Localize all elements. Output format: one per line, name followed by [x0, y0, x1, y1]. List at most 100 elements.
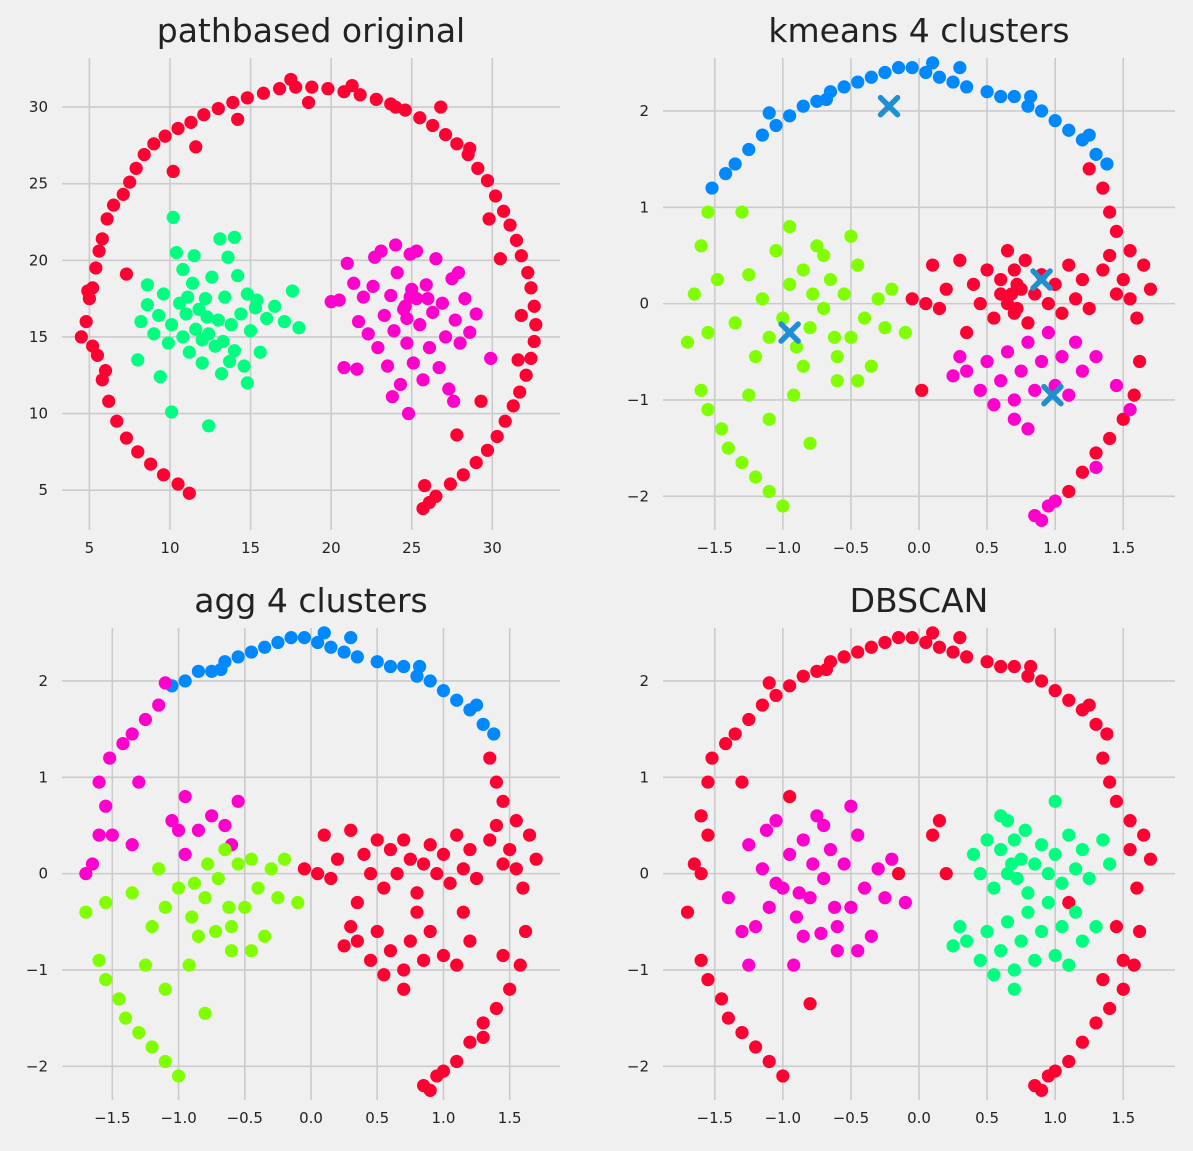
data-point	[898, 325, 912, 340]
data-point	[814, 926, 828, 940]
data-point	[1130, 881, 1144, 895]
data-point	[844, 330, 858, 344]
data-point	[92, 775, 106, 789]
data-point	[311, 867, 325, 881]
data-point	[776, 311, 790, 325]
data-point	[498, 414, 512, 428]
data-point	[514, 249, 528, 263]
data-point	[450, 828, 464, 842]
data-point	[171, 1069, 186, 1083]
data-point	[878, 635, 892, 650]
data-point	[380, 359, 395, 373]
data-point	[891, 867, 906, 881]
data-point	[221, 250, 235, 264]
data-point	[1007, 89, 1021, 104]
data-point	[926, 258, 940, 272]
data-point	[98, 364, 113, 378]
data-point	[701, 828, 715, 842]
data-point	[527, 299, 541, 313]
data-point	[748, 470, 763, 484]
data-point	[973, 383, 987, 397]
data-point	[796, 263, 810, 277]
data-point	[400, 311, 414, 326]
data-point	[844, 229, 858, 243]
data-point	[803, 321, 817, 335]
data-point	[1082, 128, 1096, 142]
data-point	[92, 953, 106, 967]
data-point	[369, 92, 383, 106]
data-point	[185, 910, 199, 924]
data-point	[178, 789, 192, 804]
data-point	[442, 382, 456, 396]
x-tick-label: 5	[85, 539, 95, 557]
data-point	[994, 842, 1008, 857]
data-point	[184, 115, 198, 129]
data-point	[488, 189, 503, 203]
data-point	[960, 934, 974, 948]
data-point	[156, 287, 171, 301]
data-point	[81, 284, 95, 298]
data-point	[1007, 963, 1021, 977]
data-point	[851, 75, 865, 89]
data-point	[476, 1016, 490, 1030]
data-point	[1034, 104, 1049, 118]
data-point	[994, 287, 1008, 301]
data-point	[503, 842, 517, 857]
data-point	[1109, 794, 1124, 808]
data-point	[919, 635, 933, 650]
data-point	[878, 65, 892, 80]
data-point	[1062, 258, 1076, 272]
data-point	[529, 318, 543, 332]
data-point	[1007, 833, 1021, 847]
x-tick-label: −1.0	[765, 539, 801, 557]
data-point	[789, 340, 804, 354]
data-point	[496, 948, 510, 963]
data-point	[783, 109, 797, 123]
data-point	[401, 406, 416, 421]
data-point	[385, 390, 399, 404]
data-point	[1089, 1016, 1103, 1030]
data-point	[748, 350, 763, 364]
data-point	[182, 486, 196, 500]
data-point	[432, 360, 446, 375]
data-point	[742, 388, 756, 402]
data-point	[152, 308, 166, 323]
data-point	[413, 318, 427, 332]
data-point	[837, 857, 851, 871]
data-point	[987, 968, 1001, 982]
data-point	[864, 70, 878, 84]
data-point	[251, 881, 265, 895]
x-tick-label: −1.5	[697, 539, 733, 557]
x-tick-label: 1.0	[432, 1109, 456, 1127]
data-point	[116, 736, 130, 751]
x-tick-label: 0.5	[975, 1109, 999, 1127]
data-point	[256, 86, 271, 100]
data-point	[403, 852, 417, 866]
data-point	[231, 650, 245, 664]
data-point	[423, 924, 437, 939]
data-point	[429, 252, 443, 266]
data-point	[450, 958, 464, 972]
data-point	[705, 181, 719, 195]
data-point	[350, 362, 364, 376]
data-point	[1048, 114, 1062, 128]
data-point	[827, 330, 842, 344]
data-point	[119, 267, 134, 281]
data-point	[178, 674, 192, 688]
data-point	[171, 121, 185, 136]
data-point	[516, 881, 530, 895]
data-point	[1096, 751, 1110, 765]
data-point	[1055, 876, 1069, 890]
data-point	[347, 276, 361, 290]
data-point	[694, 867, 708, 881]
data-point	[79, 905, 93, 919]
centroid-marker	[877, 94, 901, 118]
data-point	[735, 455, 749, 470]
data-point	[932, 640, 947, 654]
data-point	[1055, 920, 1069, 934]
chart-title: pathbased original	[157, 11, 465, 50]
data-point	[240, 287, 254, 301]
data-point	[762, 106, 776, 120]
data-point	[980, 833, 994, 847]
data-point	[436, 684, 451, 698]
